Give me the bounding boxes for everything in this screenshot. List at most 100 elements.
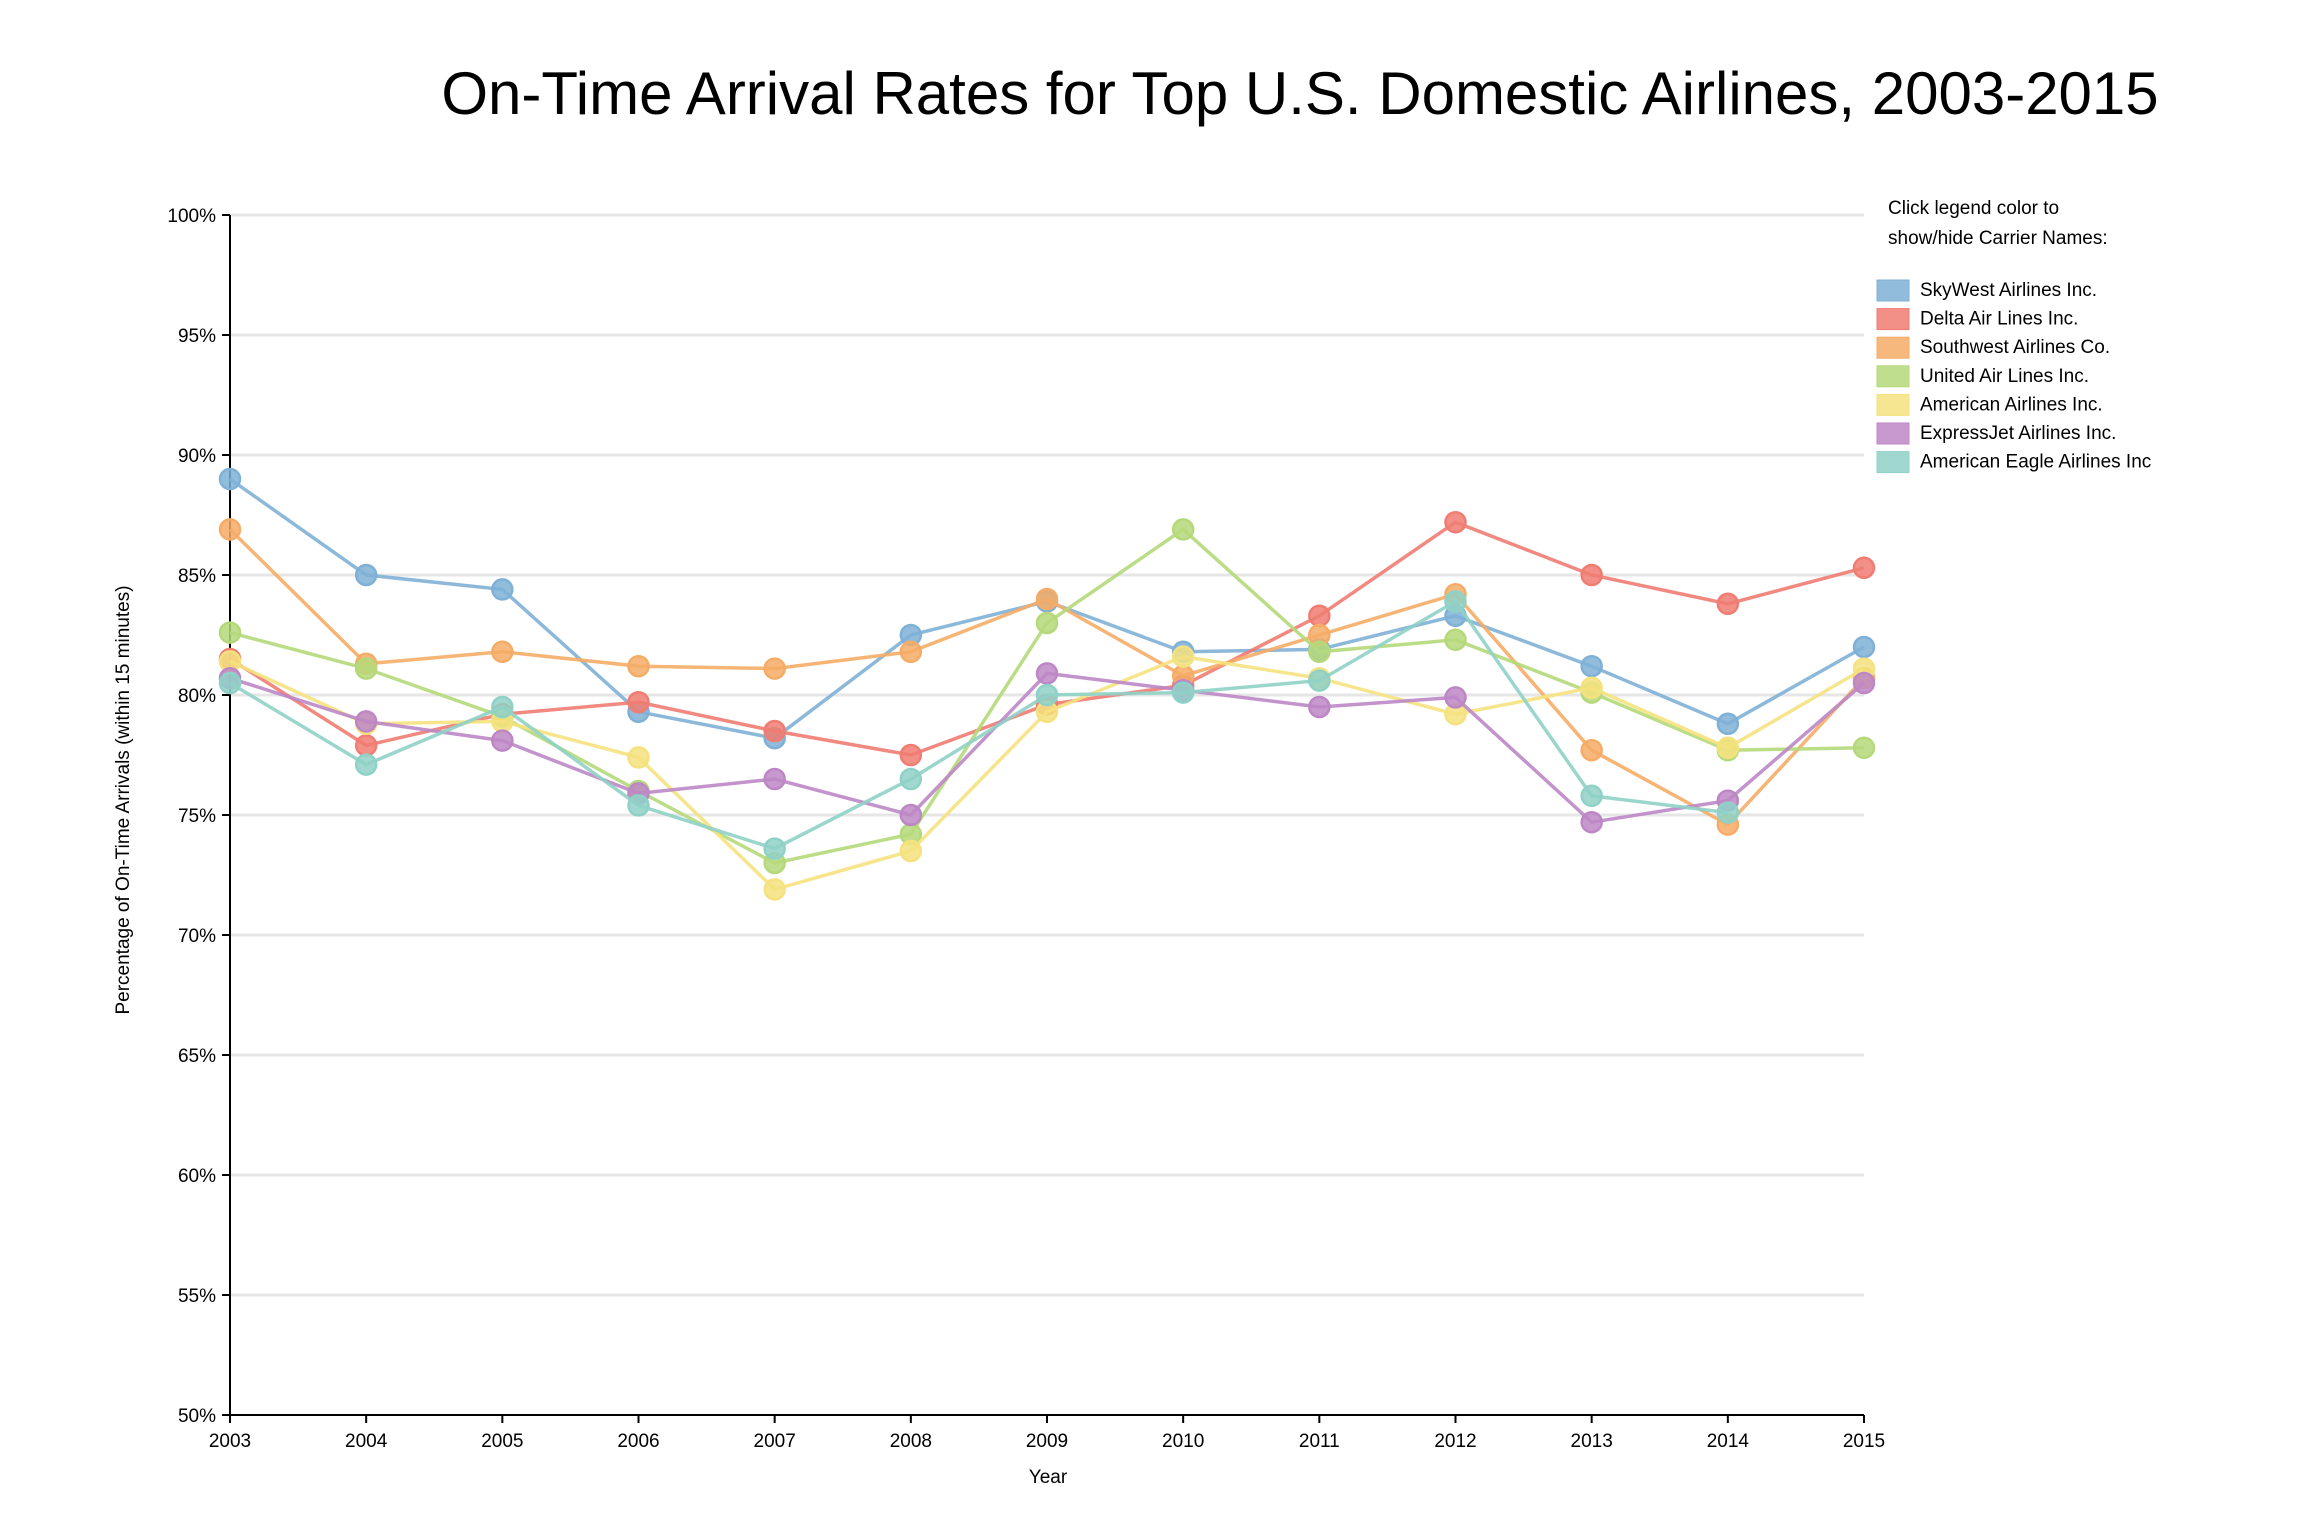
legend-instruction: Click legend color to bbox=[1888, 198, 2059, 219]
data-point bbox=[1171, 645, 1195, 668]
series-lines bbox=[218, 467, 1876, 901]
data-point bbox=[1580, 654, 1603, 678]
data-point bbox=[354, 657, 378, 680]
axes: 50% 55% 60% 65% 70% 75% 80% 85% 90% 95% 100% 2003 20… bbox=[167, 206, 1885, 1452]
gridlines bbox=[230, 213, 1864, 1297]
data-point bbox=[627, 654, 650, 678]
y-tick-label: 50% bbox=[178, 1406, 216, 1427]
data-point bbox=[1035, 611, 1059, 635]
legend-color-swatch[interactable] bbox=[1876, 451, 1910, 474]
data-point bbox=[627, 746, 650, 769]
data-point bbox=[1716, 712, 1740, 736]
data-point bbox=[218, 621, 242, 644]
x-tick-label: 2012 bbox=[1434, 1431, 1476, 1452]
data-point bbox=[1308, 604, 1331, 628]
x-tick-label: 2004 bbox=[345, 1431, 388, 1452]
series-group bbox=[218, 645, 1876, 901]
y-tick-label: 75% bbox=[178, 806, 216, 827]
y-tick-label: 55% bbox=[178, 1286, 216, 1307]
data-point bbox=[1444, 510, 1467, 534]
data-point bbox=[1852, 671, 1876, 695]
y-tick-label: 85% bbox=[178, 566, 216, 587]
legend-label: Delta Air Lines Inc. bbox=[1920, 309, 2078, 330]
legend-color-swatch[interactable] bbox=[1876, 308, 1910, 331]
data-point bbox=[354, 563, 378, 587]
legend-instruction: show/hide Carrier Names: bbox=[1888, 228, 2108, 249]
data-point bbox=[1580, 563, 1603, 587]
data-point bbox=[1035, 662, 1059, 685]
data-point bbox=[1308, 669, 1331, 692]
data-point bbox=[1716, 801, 1740, 824]
data-point bbox=[218, 518, 242, 541]
x-tick-label: 2007 bbox=[754, 1431, 796, 1452]
x-tick-label: 2003 bbox=[209, 1431, 251, 1452]
data-point bbox=[1580, 676, 1603, 700]
data-point bbox=[1580, 810, 1603, 834]
series-line bbox=[229, 599, 1729, 851]
x-tick-label: 2005 bbox=[481, 1431, 523, 1452]
y-tick-label: 80% bbox=[178, 686, 216, 707]
data-point bbox=[1716, 592, 1740, 616]
x-tick-label: 2010 bbox=[1162, 1431, 1204, 1452]
data-point bbox=[763, 878, 786, 901]
x-tick-label: 2013 bbox=[1571, 1431, 1613, 1452]
legend-color-swatch[interactable] bbox=[1876, 422, 1910, 445]
x-tick-label: 2014 bbox=[1707, 1431, 1750, 1452]
legend-color-swatch[interactable] bbox=[1876, 393, 1910, 416]
data-point bbox=[1580, 784, 1603, 808]
data-point bbox=[899, 743, 923, 767]
series-group bbox=[218, 590, 1740, 860]
y-tick-label: 95% bbox=[178, 326, 216, 347]
data-point bbox=[763, 767, 786, 791]
data-point bbox=[1171, 518, 1195, 541]
data-point bbox=[1444, 590, 1467, 613]
y-tick-label: 65% bbox=[178, 1046, 216, 1067]
data-point bbox=[491, 695, 514, 719]
legend-label: American Eagle Airlines Inc bbox=[1920, 452, 2151, 473]
data-point bbox=[1852, 736, 1876, 760]
legend-color-swatch[interactable] bbox=[1876, 336, 1910, 359]
y-tick-label: 90% bbox=[178, 446, 216, 467]
data-point bbox=[763, 719, 786, 743]
x-tick-label: 2008 bbox=[890, 1431, 932, 1452]
data-point bbox=[1716, 736, 1740, 760]
y-tick-label: 70% bbox=[178, 926, 216, 947]
y-tick-label: 60% bbox=[178, 1166, 216, 1187]
legend-color-swatch[interactable] bbox=[1876, 279, 1910, 302]
legend-label: Southwest Airlines Co. bbox=[1920, 337, 2110, 358]
legend-label: ExpressJet Airlines Inc. bbox=[1920, 423, 2116, 444]
data-point bbox=[491, 640, 514, 664]
data-point bbox=[899, 767, 923, 791]
series-group bbox=[218, 510, 1876, 767]
data-point bbox=[1444, 686, 1467, 709]
data-point bbox=[1035, 587, 1059, 611]
data-point bbox=[1852, 556, 1876, 580]
y-axis-title: Percentage of On-Time Arrivals (within 1… bbox=[113, 585, 134, 1014]
data-point bbox=[491, 578, 514, 601]
x-tick-label: 2009 bbox=[1026, 1431, 1068, 1452]
legend-label: American Airlines Inc. bbox=[1920, 394, 2103, 415]
data-point bbox=[1035, 683, 1059, 707]
data-point bbox=[627, 690, 650, 714]
data-point bbox=[1308, 695, 1331, 719]
data-point bbox=[1308, 640, 1331, 664]
data-point bbox=[354, 753, 378, 776]
legend-label: United Air Lines Inc. bbox=[1920, 366, 2089, 387]
data-point bbox=[218, 467, 242, 491]
y-tick-label: 100% bbox=[167, 206, 216, 227]
data-point bbox=[1852, 635, 1876, 659]
data-point bbox=[1580, 738, 1603, 762]
data-point bbox=[899, 839, 923, 863]
data-point bbox=[1444, 628, 1467, 652]
x-tick-label: 2015 bbox=[1843, 1431, 1885, 1452]
data-point bbox=[899, 640, 923, 664]
data-point bbox=[899, 803, 923, 827]
x-tick-label: 2011 bbox=[1299, 1431, 1340, 1452]
legend-label: SkyWest Airlines Inc. bbox=[1920, 280, 2097, 301]
legend: Click legend color to show/hide Carrier N… bbox=[1876, 198, 2151, 474]
data-point bbox=[491, 729, 514, 752]
legend-color-swatch[interactable] bbox=[1876, 365, 1910, 388]
x-tick-label: 2006 bbox=[617, 1431, 659, 1452]
chart-title: On-Time Arrival Rates for Top U.S. Domes… bbox=[441, 60, 2158, 127]
